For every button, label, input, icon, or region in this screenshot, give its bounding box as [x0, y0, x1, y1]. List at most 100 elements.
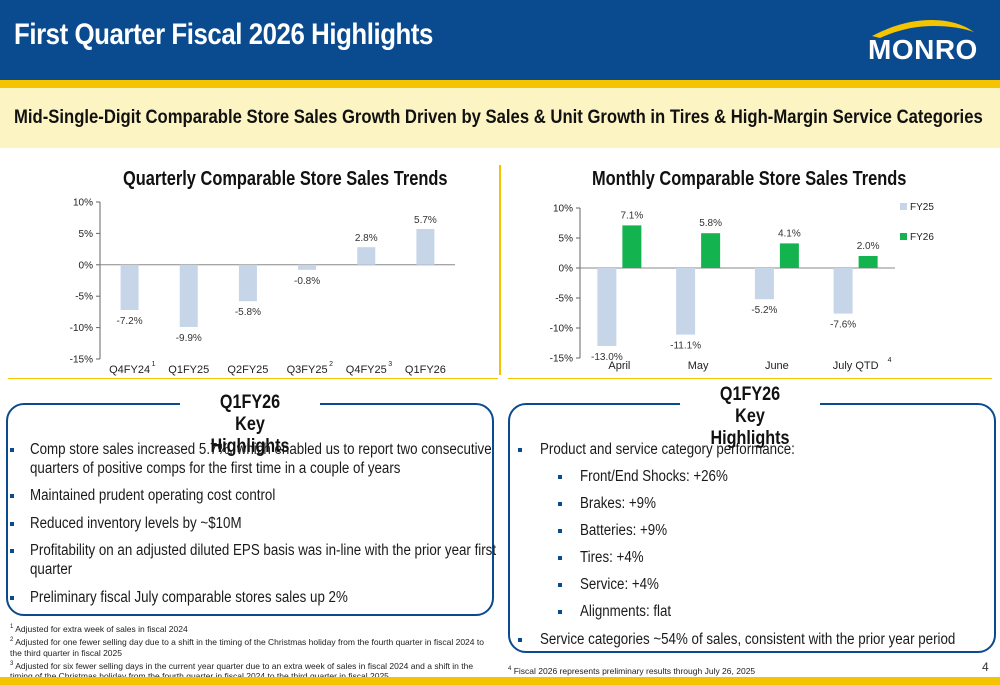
right-box-title: Q1FY26 Key Highlights [680, 384, 820, 450]
right-sub-bullet-2: Brakes: +9% [558, 494, 978, 513]
x-tick-superscript: 1 [152, 361, 156, 368]
footnote-3: 3 Adjusted for six fewer selling days in… [10, 660, 474, 681]
x-tick-label: Q4FY25 [346, 364, 387, 376]
bar-fy26-june [779, 243, 799, 268]
left-box-title: Q1FY26 Key Highlights [180, 392, 320, 458]
right-box-title-line2: Key Highlights [710, 406, 790, 449]
y-tick-label: -5% [555, 294, 573, 305]
car-swoosh-icon [872, 20, 974, 38]
data-label: 2.8% [355, 233, 378, 244]
x-tick-label: Q1FY25 [168, 364, 209, 376]
left-bullet-4: Profitability on an adjusted diluted EPS… [10, 541, 496, 579]
header-accent-bar [0, 80, 1000, 88]
legend-label-fy25: FY25 [910, 202, 934, 213]
data-label: -7.2% [117, 316, 143, 327]
page-number: 4 [982, 660, 989, 674]
right-sub-bullet-5: Service: +4% [558, 575, 978, 594]
data-label: 5.8% [699, 218, 722, 229]
left-bullet-4-text: Profitability on an adjusted diluted EPS… [30, 542, 497, 578]
data-label: 2.0% [857, 241, 880, 252]
left-bullet-3-text: Reduced inventory levels by ~$10M [30, 515, 242, 532]
right-sub-bullet-5-text: Service: +4% [580, 576, 659, 593]
quarterly-sales-chart: 10% 5% 0% -5% -10% -15% -7.2% Q4FY24 1 -9.9% Q1FY2… [70, 198, 455, 376]
right-sub-bullet-3: Batteries: +9% [558, 521, 978, 540]
left-bullet-2-text: Maintained prudent operating cost contro… [30, 487, 276, 504]
left-bullet-1: Comp store sales increased 5.7%, which e… [10, 440, 492, 478]
subtitle: Mid-Single-Digit Comparable Store Sales … [14, 106, 983, 128]
right-sub-bullet-4-text: Tires: +4% [580, 549, 644, 566]
bar-fy26-may [701, 233, 721, 268]
bar-fy25-april [597, 268, 617, 346]
data-label: -5.2% [751, 305, 777, 316]
right-closing-text: Service categories ~54% of sales, consis… [540, 631, 956, 648]
monthly-chart-title: Monthly Comparable Store Sales Trends [592, 168, 907, 190]
bar-q1fy26 [416, 229, 435, 265]
x-tick-label: April [608, 360, 630, 372]
data-label: -0.8% [294, 276, 320, 287]
page-title: First Quarter Fiscal 2026 Highlights [14, 18, 433, 51]
y-tick-label: 10% [73, 198, 93, 209]
y-tick-label: -15% [70, 355, 93, 366]
y-tick-label: -15% [550, 354, 573, 365]
left-bullet-2: Maintained prudent operating cost contro… [10, 486, 490, 505]
right-sub-bullet-4: Tires: +4% [558, 548, 978, 567]
y-tick-label: -10% [550, 324, 573, 335]
right-sub-bullet-6-text: Alignments: flat [580, 603, 672, 620]
footnote-1: 1 Adjusted for extra week of sales in fi… [10, 623, 188, 634]
bar-fy26-july-qtd [858, 256, 878, 268]
header-bar: First Quarter Fiscal 2026 Highlights MON… [0, 0, 1000, 80]
data-label: -13.0% [591, 352, 623, 363]
data-label: -11.1% [670, 341, 701, 352]
y-tick-label: 0% [559, 264, 574, 275]
right-sub-bullet-1: Front/End Shocks: +26% [558, 467, 978, 486]
logo-text: MONRO [868, 34, 978, 65]
chart-divider [499, 165, 501, 375]
left-bullet-5: Preliminary fiscal July comparable store… [10, 588, 490, 607]
right-sub-bullet-6: Alignments: flat [558, 602, 978, 621]
right-box-title-line1: Q1FY26 [719, 384, 781, 405]
right-sub-bullet-3-text: Batteries: +9% [580, 522, 668, 539]
y-tick-label: 5% [79, 229, 94, 240]
x-tick-label: July QTD [833, 360, 879, 372]
right-sub-bullet-1-text: Front/End Shocks: +26% [580, 468, 728, 485]
y-tick-label: 5% [559, 234, 574, 245]
left-box-title-line1: Q1FY26 [219, 392, 281, 413]
right-sub-bullet-2-text: Brakes: +9% [580, 495, 656, 512]
subtitle-band: Mid-Single-Digit Comparable Store Sales … [0, 88, 1000, 148]
bar-fy26-april [622, 225, 642, 268]
monro-logo: MONRO [862, 14, 982, 70]
right-intro-bullet: Product and service category performance… [518, 440, 988, 459]
footnote-2: 2 Adjusted for one fewer selling day due… [10, 636, 484, 658]
data-label: 5.7% [414, 215, 437, 226]
bar-fy25-june [754, 268, 774, 300]
x-tick-label: May [688, 360, 709, 372]
legend-swatch-fy25 [900, 203, 907, 210]
data-label: -7.6% [830, 320, 856, 331]
legend-swatch-fy26 [900, 233, 907, 240]
x-tick-superscript: 4 [888, 357, 892, 364]
left-bullet-5-text: Preliminary fiscal July comparable store… [30, 589, 348, 606]
bar-fy25-may [676, 268, 696, 335]
bar-q4fy25 [357, 247, 376, 265]
data-label: 7.1% [620, 210, 643, 221]
bar-q3fy25 [298, 264, 317, 270]
x-tick-label: Q4FY24 [109, 364, 150, 376]
y-tick-label: -5% [75, 292, 93, 303]
left-bullet-3: Reduced inventory levels by ~$10M [10, 514, 490, 533]
bar-q4fy24 [120, 264, 139, 311]
x-tick-label: June [765, 360, 789, 372]
x-tick-label: Q2FY25 [227, 364, 268, 376]
left-chart-baseline-rule [8, 378, 498, 379]
quarterly-chart-title: Quarterly Comparable Store Sales Trends [123, 168, 448, 190]
left-bullet-1-text: Comp store sales increased 5.7%, which e… [30, 441, 492, 477]
bar-q1fy25 [179, 264, 198, 327]
y-tick-label: -10% [70, 323, 93, 334]
x-tick-superscript: 2 [329, 361, 333, 368]
x-tick-label: Q3FY25 [287, 364, 328, 376]
y-tick-label: 10% [553, 204, 573, 215]
left-box-title-line2: Key Highlights [210, 414, 290, 457]
y-tick-label: 0% [79, 260, 94, 271]
bar-fy25-july-qtd [833, 268, 853, 314]
data-label: 4.1% [778, 228, 801, 239]
footer-accent-bar [0, 677, 1000, 685]
